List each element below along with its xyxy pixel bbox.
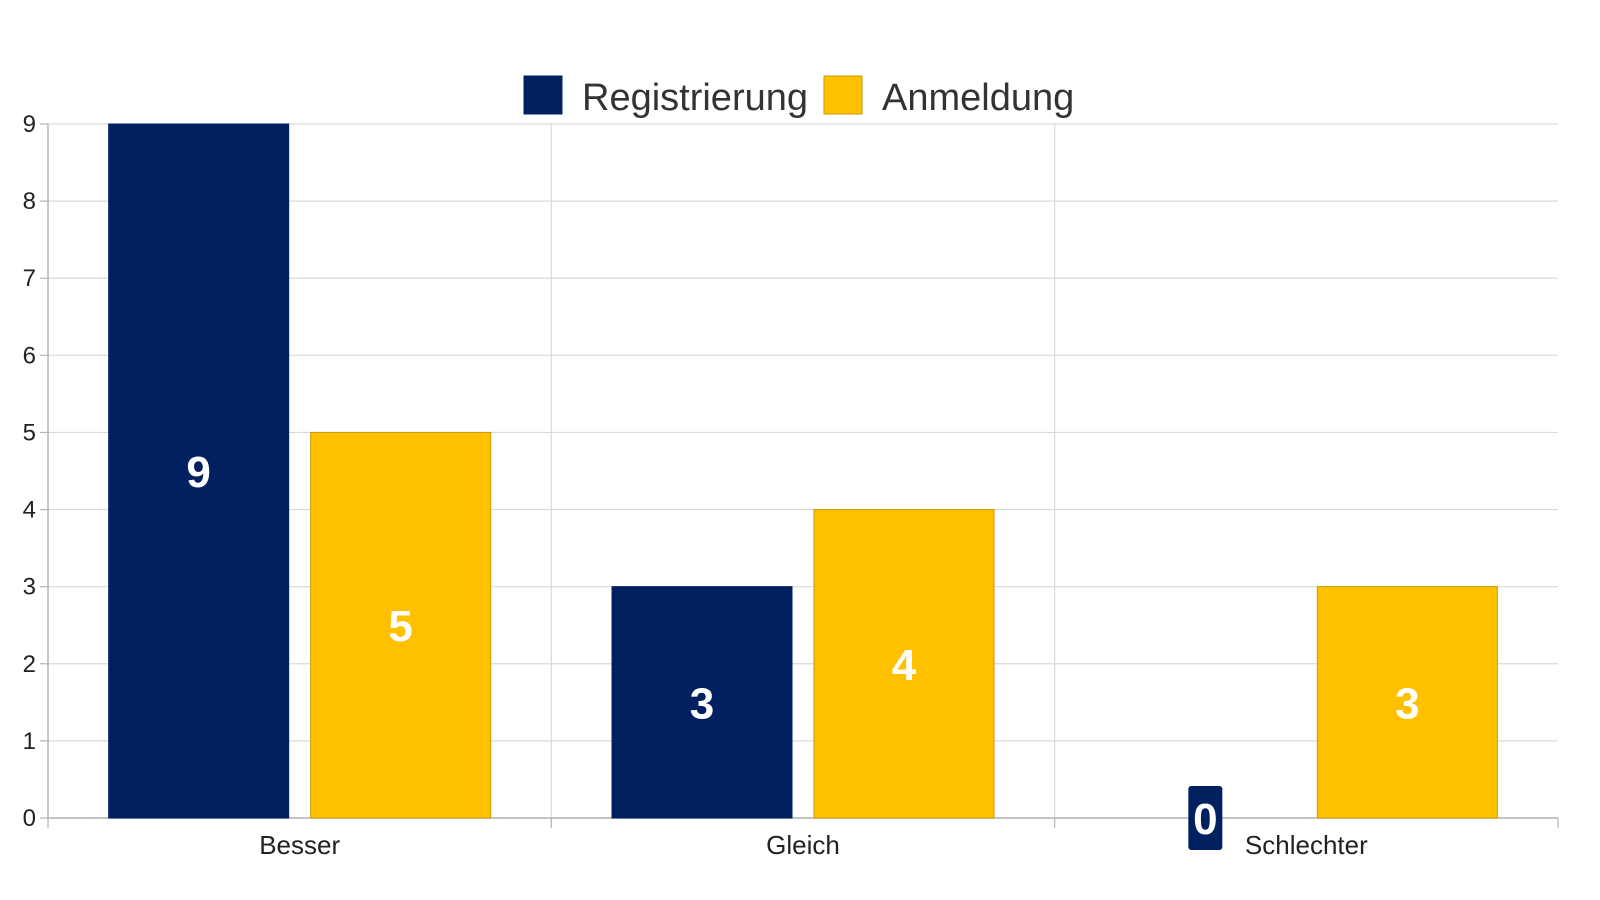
bar-anmeldung — [310, 431, 492, 819]
data-label: 4 — [892, 641, 917, 690]
y-tick-label: 3 — [23, 574, 36, 601]
x-category-label: Gleich — [766, 830, 840, 860]
data-labels: 9 3 0 5 4 3 — [186, 448, 1420, 850]
bars — [108, 123, 1498, 819]
data-label: 3 — [690, 679, 714, 728]
y-tick-label: 5 — [23, 419, 36, 446]
bar-anmeldung — [1316, 586, 1498, 819]
data-label: 5 — [388, 602, 412, 651]
bar-registrierung — [108, 123, 290, 819]
y-tick-label: 6 — [23, 342, 36, 369]
data-label-badge — [1188, 786, 1223, 850]
y-tick-label: 9 — [23, 111, 36, 138]
legend-label: Anmeldung — [882, 77, 1074, 119]
y-tick-label: 8 — [23, 188, 36, 215]
bar-registrierung — [611, 586, 793, 819]
x-category-label: Besser — [259, 830, 340, 860]
y-tick-label: 2 — [23, 651, 36, 678]
y-tick-label: 4 — [23, 497, 36, 524]
data-label: 0 — [1193, 795, 1217, 844]
x-category-label: Schlechter — [1245, 830, 1368, 860]
legend-swatch-anmeldung — [823, 75, 863, 115]
grid — [48, 123, 1558, 819]
data-label: 9 — [186, 448, 210, 497]
legend-label: Registrierung — [582, 77, 808, 119]
data-label: 3 — [1395, 679, 1419, 728]
y-tick-label: 0 — [23, 805, 36, 832]
legend: Registrierung Anmeldung — [523, 75, 1074, 119]
y-tick-label: 1 — [23, 728, 36, 755]
axes: 0 1 2 3 4 5 6 7 8 9 Besser Gleich Schlechter — [23, 111, 1559, 860]
y-tick-label: 7 — [23, 265, 36, 292]
bar-anmeldung — [813, 509, 995, 819]
legend-swatch-registrierung — [523, 75, 563, 115]
